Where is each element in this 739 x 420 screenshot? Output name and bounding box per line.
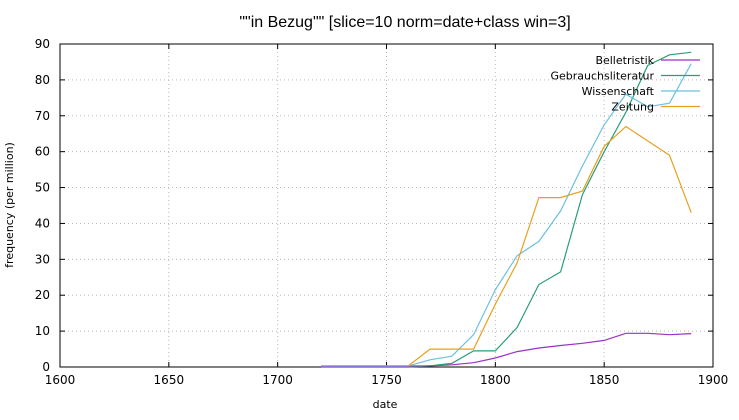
y-tick-label: 0 bbox=[42, 360, 50, 374]
legend-label-wissenschaft: Wissenschaft bbox=[582, 85, 655, 98]
y-tick-label: 40 bbox=[35, 216, 50, 230]
y-axis: 0 10 20 30 40 50 60 70 80 90 bbox=[35, 37, 713, 374]
x-tick-label: 1800 bbox=[480, 373, 511, 387]
legend-label-belletristik: Belletristik bbox=[595, 54, 654, 67]
legend-label-gebrauchsliteratur: Gebrauchsliteratur bbox=[550, 70, 654, 83]
x-tick-label: 1900 bbox=[698, 373, 729, 387]
x-tick-label: 1850 bbox=[589, 373, 620, 387]
x-tick-label: 1750 bbox=[371, 373, 402, 387]
x-tick-label: 1700 bbox=[262, 373, 293, 387]
x-tick-label: 1600 bbox=[45, 373, 76, 387]
chart-title: ""in Bezug"" [slice=10 norm=date+class w… bbox=[239, 14, 570, 31]
y-axis-label: frequency (per million) bbox=[3, 142, 16, 268]
legend: Belletristik Gebrauchsliteratur Wissenscha… bbox=[550, 54, 700, 114]
series-line-wissenschaft bbox=[321, 63, 692, 367]
legend-label-zeitung: Zeitung bbox=[611, 101, 654, 114]
y-tick-label: 80 bbox=[35, 73, 50, 87]
y-tick-label: 10 bbox=[35, 324, 50, 338]
series-lines bbox=[321, 51, 692, 368]
y-tick-label: 30 bbox=[35, 252, 50, 266]
y-tick-label: 50 bbox=[35, 181, 50, 195]
series-line-zeitung bbox=[407, 125, 692, 367]
x-axis: 1600 1650 1700 1750 1800 1850 1900 bbox=[45, 44, 729, 387]
x-axis-label: date bbox=[373, 398, 398, 411]
y-tick-label: 90 bbox=[35, 37, 50, 51]
x-tick-label: 1650 bbox=[154, 373, 185, 387]
series-line-belletristik bbox=[321, 332, 692, 368]
y-tick-label: 60 bbox=[35, 145, 50, 159]
y-tick-label: 20 bbox=[35, 288, 50, 302]
y-tick-label: 70 bbox=[35, 109, 50, 123]
